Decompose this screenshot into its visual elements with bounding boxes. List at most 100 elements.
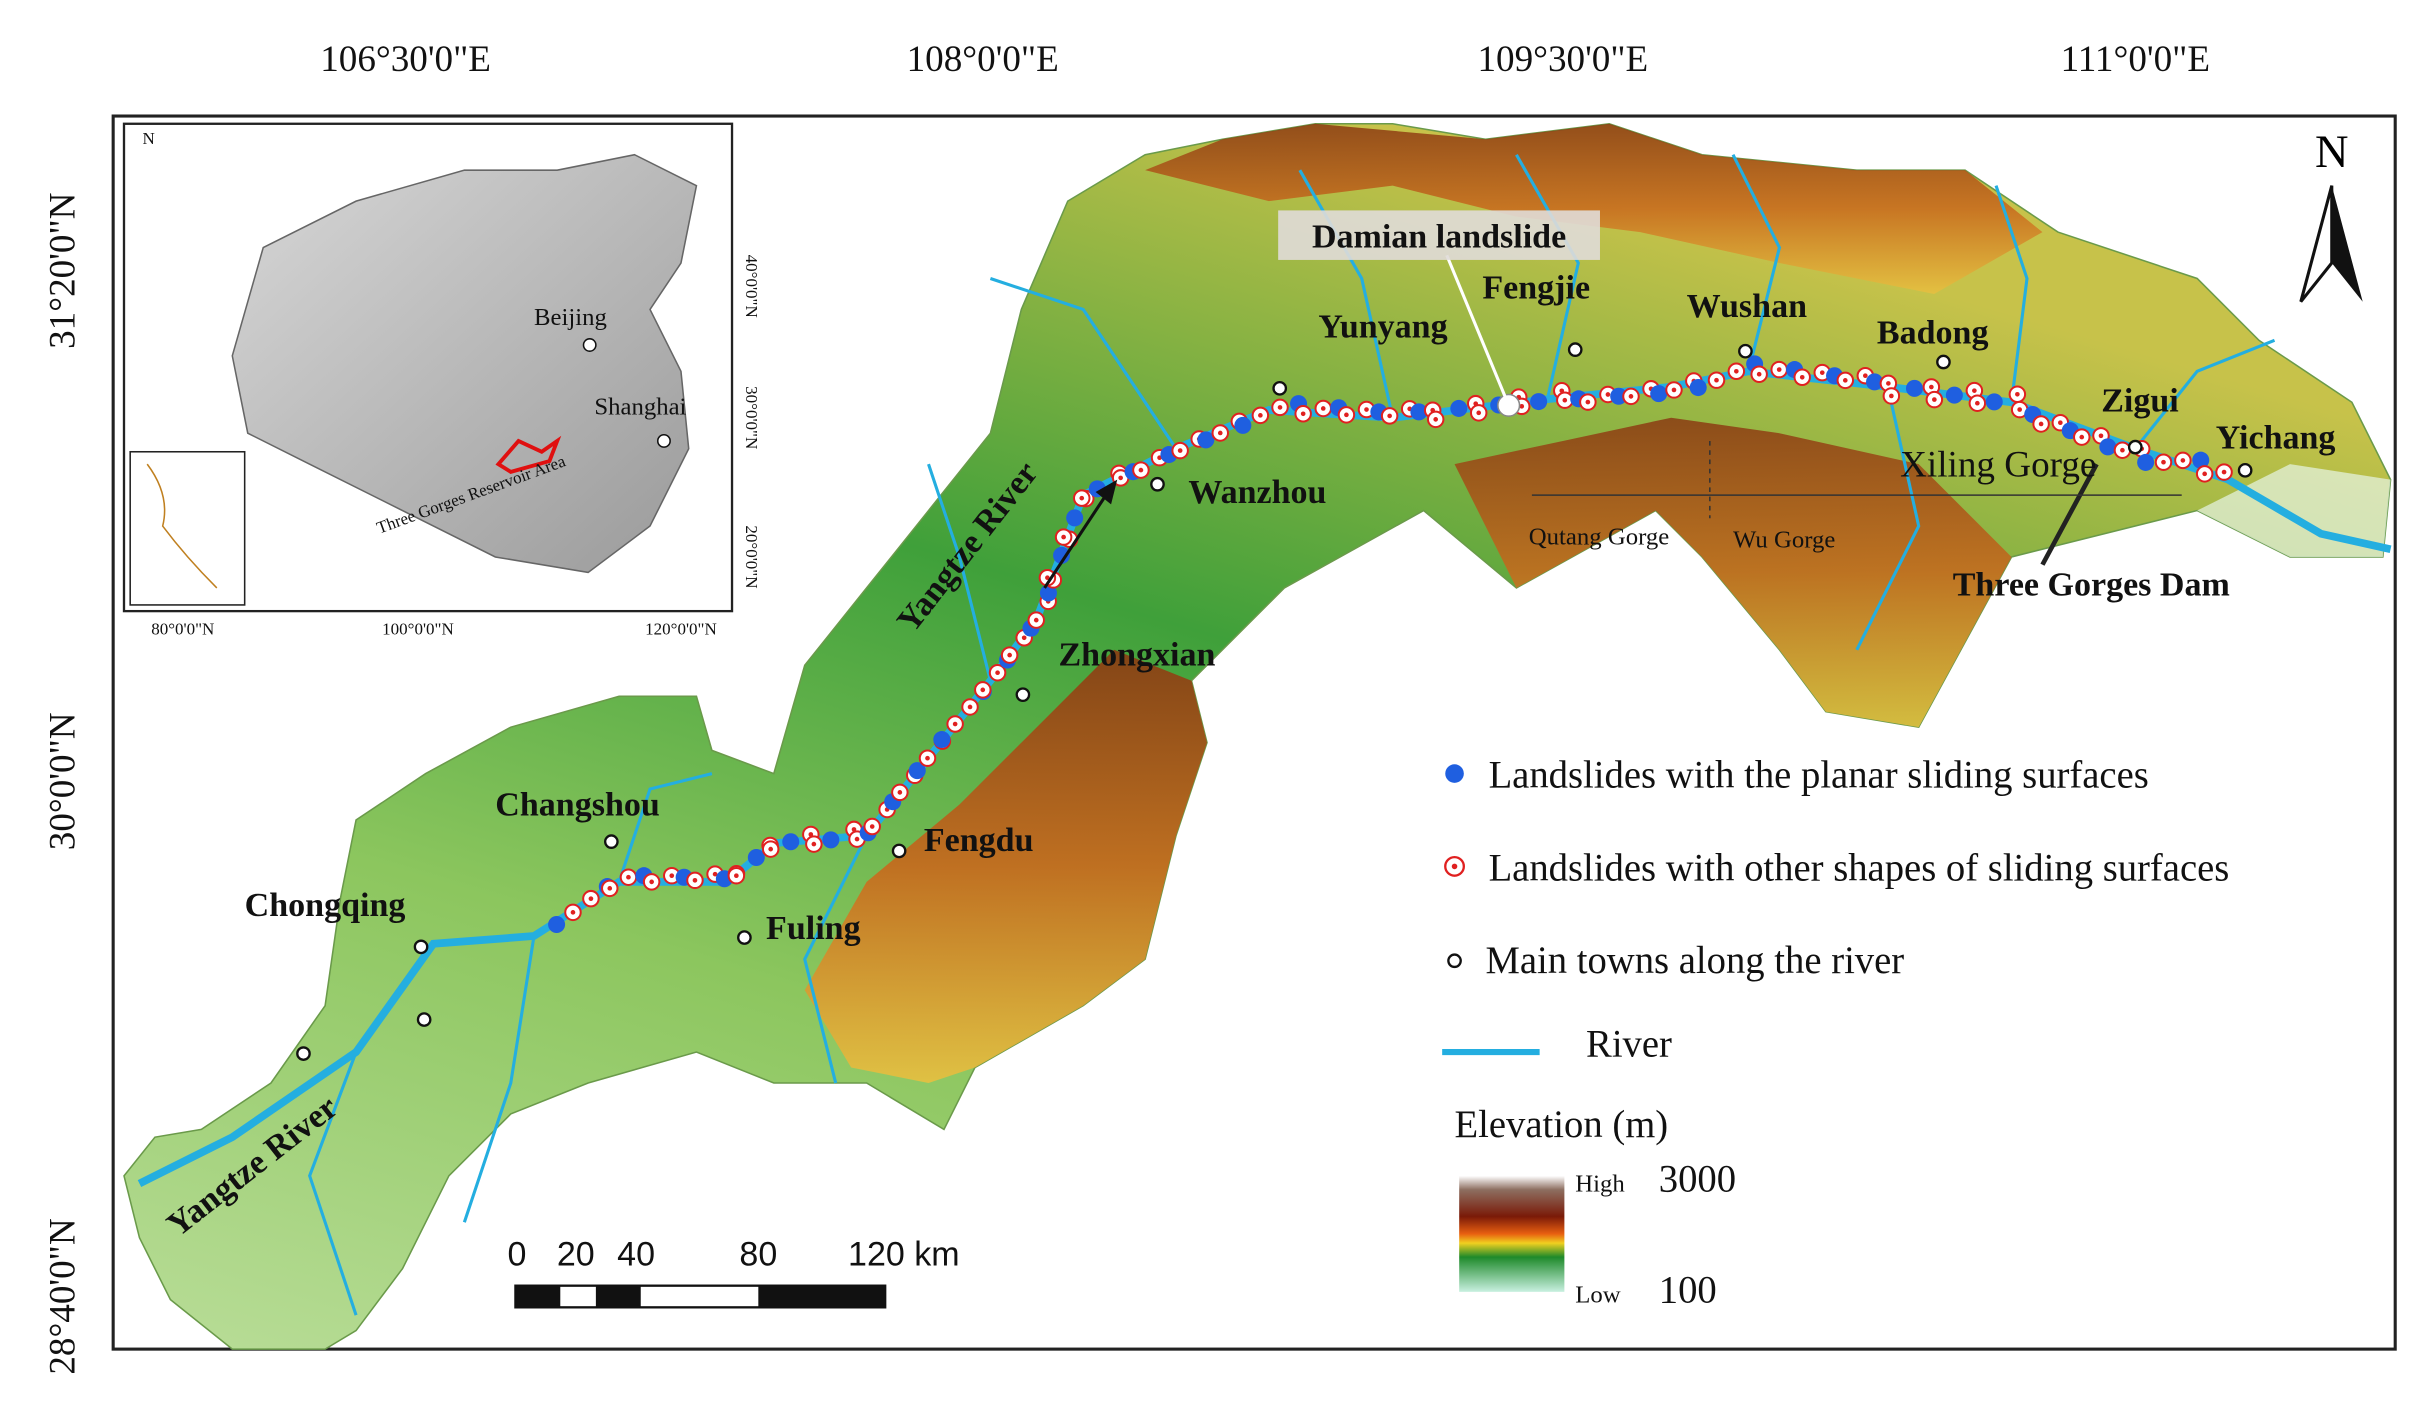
landslide-marker: [980, 687, 986, 693]
landslide-marker: [1039, 584, 1057, 602]
landslide-marker: [1258, 413, 1263, 418]
place-label: Fengdu: [924, 822, 1034, 859]
landslide-marker: [1364, 407, 1369, 412]
place-label: Zigui: [2101, 383, 2179, 420]
landslide-marker: [1628, 394, 1634, 399]
landslide-marker: [1476, 410, 1482, 416]
landslide-marker: [1277, 405, 1283, 410]
flow-arrow: [1043, 486, 1113, 589]
legend-symbol: [1451, 863, 1458, 870]
landslide-marker: [734, 873, 739, 879]
landslide-marker: [2058, 420, 2063, 426]
landslide-marker: [2099, 438, 2117, 456]
place-label: Badong: [1877, 314, 1989, 351]
landslide-marker: [1610, 387, 1628, 405]
landslide-marker: [1863, 373, 1868, 379]
lon-label: 109°30'0"E: [1477, 39, 1648, 80]
lon-label: 111°0'0"E: [2061, 39, 2210, 80]
landslide-marker: [1842, 378, 1848, 383]
north-label: N: [2315, 127, 2349, 178]
landslide-marker: [1905, 379, 1923, 397]
landslide-marker: [712, 871, 718, 877]
landslide-marker: [822, 831, 840, 849]
landslide-marker: [1886, 381, 1891, 386]
lon-label: 108°0'0"E: [907, 39, 1059, 80]
landslide-marker: [768, 846, 774, 852]
place-label: Three Gorges Dam: [1953, 567, 2230, 604]
landslide-marker: [1344, 412, 1349, 418]
landslide-marker: [588, 896, 594, 901]
landslide-marker: [1605, 392, 1611, 397]
elevation-ramp: [1459, 1175, 1565, 1292]
landslide-marker: [1650, 385, 1668, 403]
inset-axis: 100°0'0"N: [382, 619, 454, 638]
landslide-marker: [570, 910, 576, 915]
landslide-marker: [1007, 652, 1012, 658]
inset-axis: 20°0'0"N: [742, 525, 761, 588]
leader-line: [2040, 463, 2099, 566]
landslide-marker: [1799, 374, 1805, 380]
landslide-marker: [2015, 391, 2020, 397]
landslide-marker: [1234, 416, 1252, 434]
landslide-marker: [782, 833, 800, 851]
place-label: Xiling Gorge: [1900, 445, 2096, 486]
landslide-marker: [1756, 371, 1762, 377]
landslide-marker: [1819, 370, 1825, 375]
landslide-marker: [1985, 393, 2003, 411]
place-label: Wanzhou: [1188, 474, 1326, 511]
landslide-marker: [1118, 475, 1123, 481]
landslide-marker: [1671, 387, 1677, 393]
landslide-marker: [607, 886, 613, 891]
landslide-marker: [1300, 411, 1306, 417]
landslide-marker: [669, 873, 675, 879]
landslide-marker: [1776, 367, 1782, 372]
landslide-marker: [1889, 393, 1894, 399]
scale-label: 20: [557, 1236, 595, 1274]
legend-label: 100: [1659, 1270, 1717, 1312]
landslide-marker: [2202, 471, 2207, 477]
legend-label: Landslides with the planar sliding surfa…: [1489, 754, 2149, 796]
landslide-marker: [1066, 509, 1084, 527]
landslide-marker: [854, 836, 860, 842]
landslide-marker: [2017, 407, 2022, 412]
landslide-marker: [548, 915, 566, 933]
place-label: Damian landslide: [1312, 219, 1566, 256]
place-label: Wu Gorge: [1733, 527, 1835, 554]
landslide-marker: [1320, 406, 1326, 411]
inset-axis: 120°0'0"N: [645, 619, 717, 638]
legend-label: Landslides with other shapes of sliding …: [1489, 847, 2230, 889]
landslide-marker: [2038, 421, 2044, 427]
place-label: Yichang: [2216, 420, 2336, 457]
inset-label: Beijing: [534, 304, 607, 331]
landslide-marker: [908, 762, 926, 780]
legend-label: High: [1575, 1170, 1625, 1197]
landslide-marker: [1972, 388, 1977, 393]
landslide-marker: [747, 848, 765, 867]
landslide-marker: [1197, 431, 1215, 449]
flow-arrow-head: [1095, 479, 1118, 505]
landslide-marker: [1585, 399, 1591, 405]
place-label: Fengjie: [1482, 270, 1590, 307]
scale-label: 120 km: [848, 1236, 960, 1274]
landslide-marker: [1932, 397, 1937, 402]
landslide-marker: [1433, 417, 1439, 422]
landslide-marker: [1866, 373, 1884, 391]
legend-symbol: [1447, 953, 1462, 969]
legend-label: Main towns along the river: [1485, 940, 1904, 982]
scale-label: 40: [617, 1236, 655, 1274]
landslide-marker: [1530, 393, 1548, 411]
place-label: Fuling: [766, 910, 861, 947]
lat-label: 30°0'0"N: [42, 712, 83, 850]
scale-label: 80: [739, 1236, 777, 1274]
place-label: Changshou: [495, 786, 660, 823]
landslide-marker: [1410, 403, 1428, 421]
legend: Landslides with the planar sliding surfa…: [1442, 754, 2230, 1312]
landslide-marker: [869, 824, 875, 829]
landslide-marker: [1689, 379, 1707, 397]
inset-axis: 40°0'0"N: [742, 255, 761, 318]
landslide-marker: [1387, 413, 1392, 419]
terrain: [123, 122, 2392, 1350]
place-label: Zhongxian: [1058, 636, 1215, 673]
place-label: Wushan: [1687, 288, 1807, 325]
place-label: Yunyang: [1318, 308, 1447, 345]
